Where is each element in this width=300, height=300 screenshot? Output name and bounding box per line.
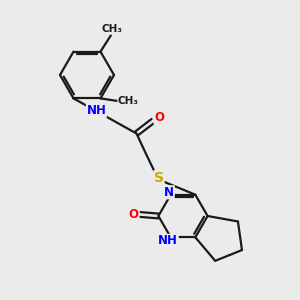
Text: NH: NH: [86, 104, 106, 117]
Text: CH₃: CH₃: [118, 96, 139, 106]
Text: S: S: [154, 171, 164, 184]
Text: NH: NH: [158, 234, 178, 248]
Text: CH₃: CH₃: [102, 24, 123, 34]
Text: O: O: [154, 111, 164, 124]
Text: O: O: [129, 208, 139, 221]
Text: N: N: [164, 186, 174, 199]
